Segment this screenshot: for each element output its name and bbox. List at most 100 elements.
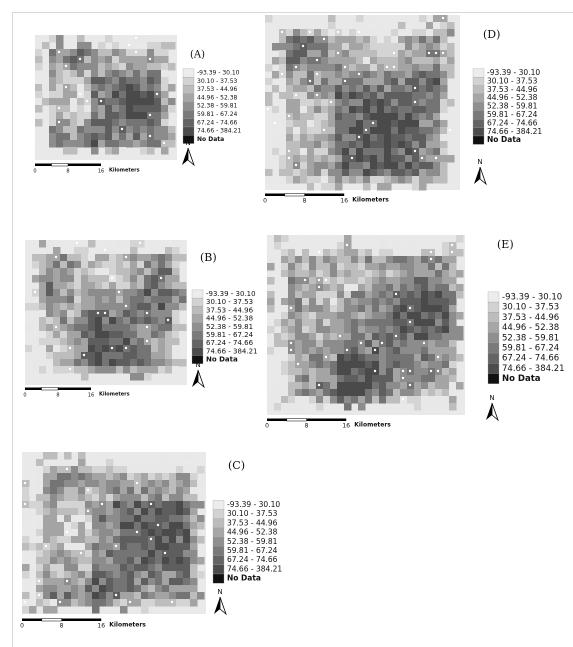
map-cell — [49, 140, 57, 148]
map-cell — [428, 305, 436, 313]
map-cell — [176, 550, 184, 558]
map-cell — [426, 78, 434, 86]
map-cell — [63, 112, 71, 120]
map-cell — [183, 585, 191, 593]
sample-point — [38, 580, 40, 582]
legend-label: 52.38 - 59.81 — [206, 323, 253, 331]
map-cell — [140, 70, 148, 78]
scale-label: 0 — [20, 623, 24, 630]
legend-swatch — [192, 315, 203, 323]
map-cell — [95, 366, 103, 374]
legend-swatch — [488, 323, 499, 333]
map-cell — [32, 275, 40, 283]
map-cell — [309, 326, 317, 334]
map-cell — [162, 501, 170, 509]
map-cell — [172, 282, 180, 290]
map-cell — [365, 298, 373, 306]
map-cell — [88, 275, 96, 283]
map-cell — [267, 305, 275, 313]
map-cell — [302, 235, 310, 243]
map-cell — [433, 169, 441, 177]
map-cell — [78, 480, 86, 488]
map-cell — [307, 43, 315, 51]
map-cell — [379, 319, 387, 327]
map-cell — [281, 340, 289, 348]
map-cell — [279, 169, 287, 177]
map-cell — [412, 29, 420, 37]
map-cell — [116, 366, 124, 374]
map-cell — [407, 340, 415, 348]
map-cell — [56, 70, 64, 78]
map-cell — [169, 564, 177, 572]
map-cell — [440, 85, 448, 93]
map-cell — [36, 487, 44, 495]
map-cell — [119, 112, 127, 120]
map-cell — [102, 268, 110, 276]
map-cell — [53, 289, 61, 297]
map-cell — [393, 326, 401, 334]
map-cell — [183, 557, 191, 565]
map-cell — [102, 366, 110, 374]
map-cell — [190, 487, 198, 495]
sample-point — [381, 342, 383, 344]
map-cell — [414, 249, 422, 257]
map-cell — [112, 49, 120, 57]
map-cell — [91, 98, 99, 106]
map-cell — [57, 494, 65, 502]
map-cell — [428, 326, 436, 334]
map-cell — [372, 284, 380, 292]
map-cell — [70, 56, 78, 64]
map-cell — [116, 275, 124, 283]
map-cell — [162, 571, 170, 579]
map-cell — [113, 508, 121, 516]
map-cell — [377, 155, 385, 163]
map-cell — [77, 105, 85, 113]
map-cell — [314, 148, 322, 156]
map-cell — [88, 268, 96, 276]
map-cell — [419, 85, 427, 93]
map-cell — [176, 494, 184, 502]
map-cell — [372, 333, 380, 341]
map-cell — [169, 487, 177, 495]
map-cell — [119, 98, 127, 106]
map-cell — [286, 43, 294, 51]
map-cell — [71, 501, 79, 509]
map-cell — [393, 361, 401, 369]
map-cell — [356, 57, 364, 65]
map-cell — [133, 133, 141, 141]
map-cell — [328, 15, 336, 23]
sample-point — [402, 377, 404, 379]
map-cell — [426, 162, 434, 170]
sample-point — [150, 538, 152, 540]
map-cell — [272, 113, 280, 121]
map-cell — [288, 326, 296, 334]
map-cell — [419, 64, 427, 72]
map-cell — [179, 296, 187, 304]
map-cell — [328, 85, 336, 93]
map-cell — [102, 317, 110, 325]
map-cell — [123, 331, 131, 339]
map-cell — [161, 112, 169, 120]
map-cell — [119, 77, 127, 85]
map-cell — [309, 396, 317, 404]
map-cell — [144, 359, 152, 367]
map-cell — [113, 487, 121, 495]
map-cell — [272, 148, 280, 156]
map-cell — [314, 106, 322, 114]
map-cell — [351, 368, 359, 376]
map-cell — [49, 77, 57, 85]
map-cell — [295, 368, 303, 376]
map-cell — [74, 296, 82, 304]
map-cell — [57, 585, 65, 593]
map-cell — [384, 43, 392, 51]
map-cell — [335, 78, 343, 86]
map-cell — [22, 592, 30, 600]
map-cell — [141, 522, 149, 530]
map-cell — [140, 133, 148, 141]
map-cell — [162, 494, 170, 502]
map-cell — [400, 291, 408, 299]
sample-point — [24, 482, 26, 484]
map-cell — [35, 56, 43, 64]
map-cell — [43, 487, 51, 495]
map-cell — [330, 354, 338, 362]
